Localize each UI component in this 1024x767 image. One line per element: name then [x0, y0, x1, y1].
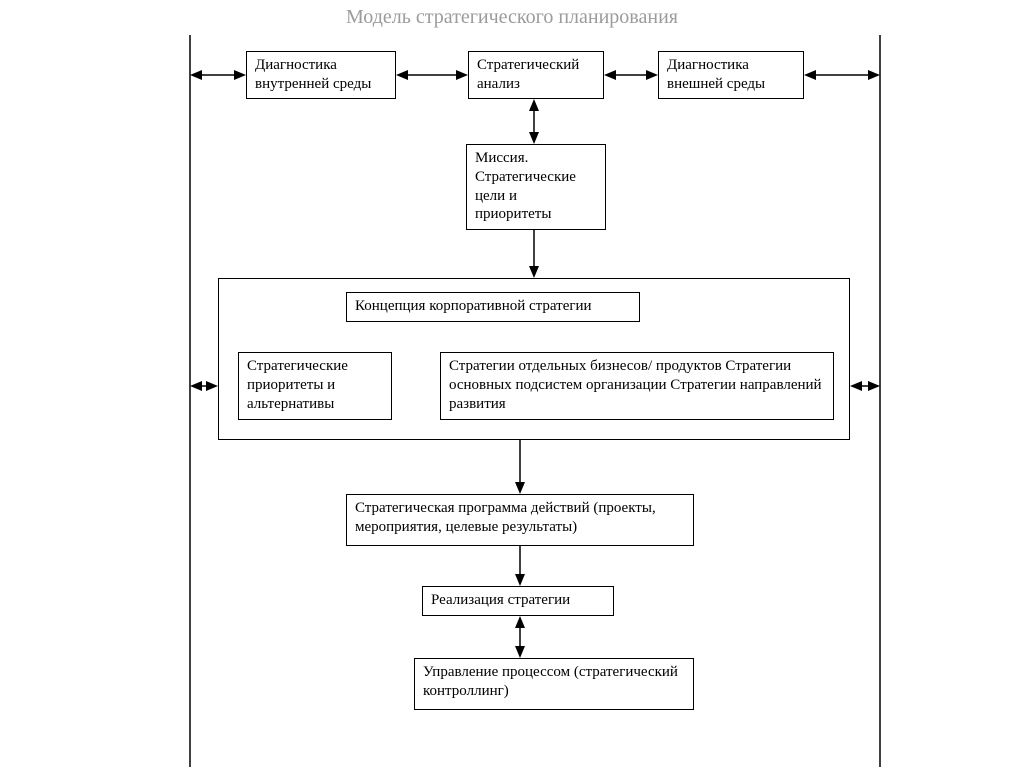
- diagram-title: Модель стратегического планирования: [0, 6, 1024, 29]
- node-n_concept: Концепция корпоративной стратегии: [346, 292, 640, 322]
- node-n_strats: Стратегии отдельных бизнесов/ продуктов …: [440, 352, 834, 420]
- node-n_diag_ext: Диагностика внешней среды: [658, 51, 804, 99]
- node-n_diag_int: Диагностика внутренней среды: [246, 51, 396, 99]
- node-n_prior: Стратегические приоритеты и альтернативы: [238, 352, 392, 420]
- node-n_program: Стратегическая программа действий (проек…: [346, 494, 694, 546]
- node-n_mission: Миссия. Стратегические цели и приоритеты: [466, 144, 606, 230]
- node-n_analysis: Стратегический анализ: [468, 51, 604, 99]
- node-n_impl: Реализация стратегии: [422, 586, 614, 616]
- node-n_control: Управление процессом (стратегический кон…: [414, 658, 694, 710]
